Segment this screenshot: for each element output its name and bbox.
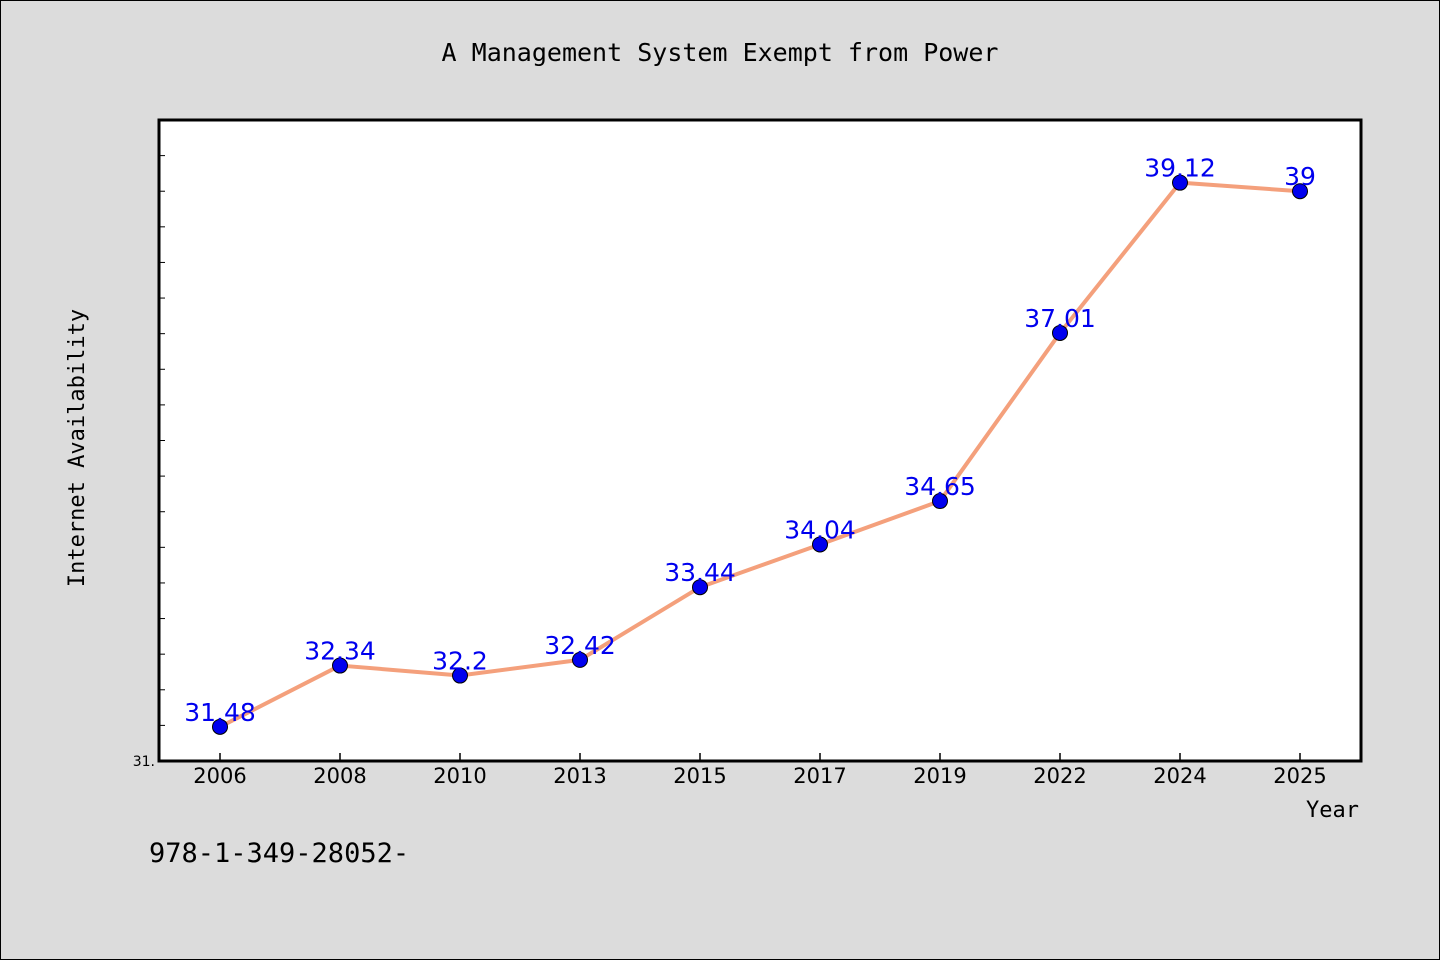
data-point (1052, 324, 1068, 341)
x-tick-label: 2025 (1273, 764, 1326, 788)
x-tick-label: 2010 (433, 764, 486, 788)
data-point (572, 651, 588, 668)
x-tick-label: 2024 (1153, 764, 1206, 788)
data-point (812, 536, 828, 553)
x-axis-label: Year (1306, 798, 1359, 823)
series-layer: 31.48 32.34 32.2 32.42 33.44 34.04 34.65 37.01 3… (184, 154, 1316, 735)
data-point (212, 718, 228, 735)
y-axis-ticks (159, 155, 165, 726)
data-point (452, 667, 468, 684)
x-tick-label: 2017 (793, 764, 846, 788)
x-tick-label: 2006 (193, 764, 246, 788)
data-label: 37.01 (1024, 304, 1096, 333)
data-label: 31.48 (184, 698, 256, 727)
data-label: 32.42 (544, 631, 616, 660)
data-point (932, 493, 948, 510)
x-tick-label: 2008 (313, 764, 366, 788)
x-tick-label: 2019 (913, 764, 966, 788)
x-tick-label: 2022 (1033, 764, 1086, 788)
x-axis-ticks: 2006 2008 2010 2013 2015 2017 2019 2022 2024 2025 (193, 753, 1327, 788)
data-label: 32.2 (432, 647, 488, 676)
y-tick-label: 31. (133, 754, 155, 770)
data-point (1172, 174, 1188, 191)
data-label: 34.65 (904, 472, 976, 501)
data-label: 39 (1284, 162, 1316, 191)
x-tick-label: 2013 (553, 764, 606, 788)
data-label: 32.34 (304, 637, 376, 666)
x-tick-label: 2015 (673, 764, 726, 788)
data-label: 39.12 (1144, 154, 1216, 183)
data-label: 33.44 (664, 558, 736, 587)
y-axis-label: Internet Availability (65, 309, 90, 587)
series-line (218, 180, 1302, 729)
data-point (1292, 183, 1308, 200)
footer-isbn: 978-1-349-28052- (149, 838, 409, 869)
data-label: 34.04 (784, 515, 856, 544)
data-point (332, 657, 348, 674)
data-point (692, 579, 708, 596)
chart-title: A Management System Exempt from Power (442, 38, 999, 67)
plot-area (157, 118, 1363, 763)
